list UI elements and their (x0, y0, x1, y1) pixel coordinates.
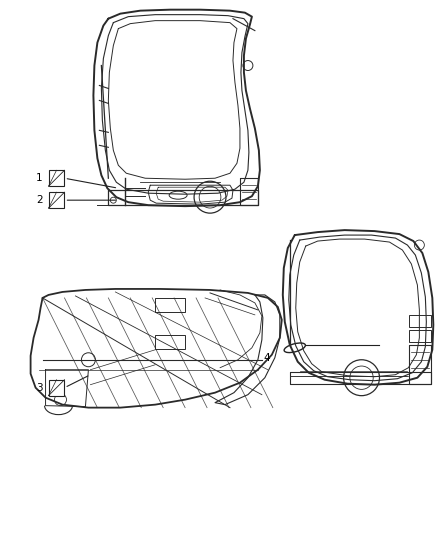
Text: 3: 3 (36, 383, 42, 393)
Text: 1: 1 (36, 173, 42, 183)
Text: 4: 4 (263, 353, 270, 363)
FancyBboxPatch shape (49, 192, 64, 208)
FancyBboxPatch shape (49, 170, 64, 186)
Text: 2: 2 (36, 195, 42, 205)
FancyBboxPatch shape (49, 379, 64, 395)
Ellipse shape (284, 343, 305, 352)
